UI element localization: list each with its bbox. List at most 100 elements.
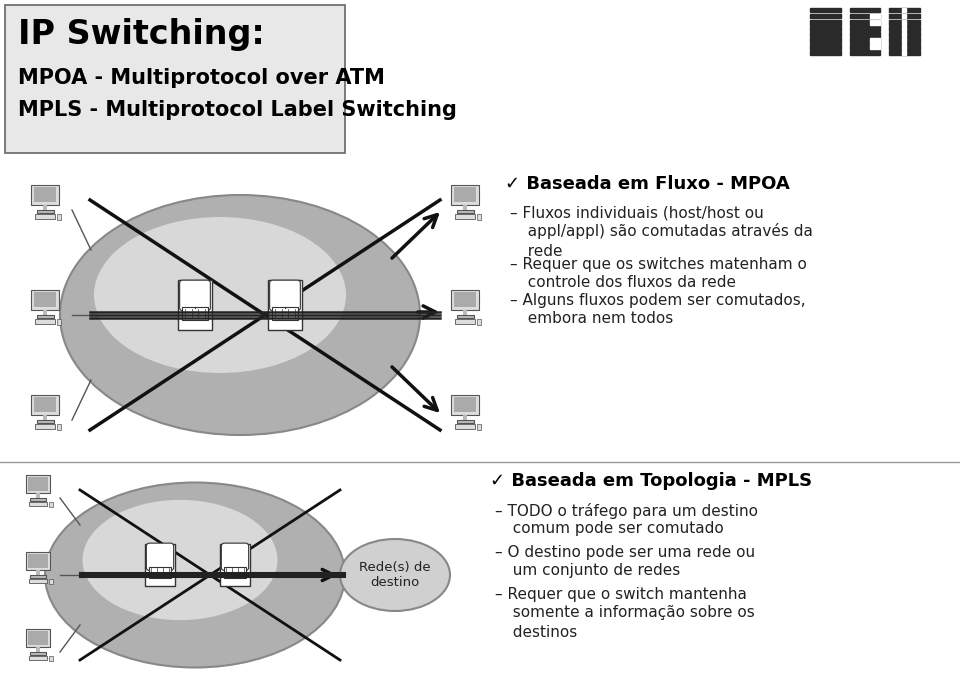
Bar: [34, 292, 56, 308]
Text: Rede(s) de
destino: Rede(s) de destino: [359, 561, 431, 589]
Bar: [889, 14, 920, 18]
Bar: [57, 319, 61, 325]
Bar: [30, 652, 46, 655]
Ellipse shape: [45, 482, 345, 668]
Bar: [224, 567, 247, 578]
Bar: [145, 544, 175, 587]
Bar: [49, 502, 53, 507]
Text: controle dos fluxos da rede: controle dos fluxos da rede: [518, 275, 736, 290]
Bar: [34, 397, 56, 413]
Bar: [30, 498, 46, 501]
Bar: [477, 319, 481, 325]
Text: ✓ Baseada em Fluxo - MPOA: ✓ Baseada em Fluxo - MPOA: [505, 175, 790, 193]
Bar: [451, 394, 479, 415]
Bar: [902, 44, 906, 48]
Bar: [889, 38, 920, 43]
Bar: [889, 20, 920, 25]
Bar: [477, 424, 481, 430]
Bar: [57, 424, 61, 430]
Text: IP Switching:: IP Switching:: [18, 18, 265, 51]
Bar: [454, 187, 476, 203]
Ellipse shape: [340, 539, 450, 611]
Bar: [36, 420, 54, 424]
Ellipse shape: [60, 195, 420, 435]
Text: MPOA - Multiprotocol over ATM: MPOA - Multiprotocol over ATM: [18, 68, 385, 88]
Bar: [464, 310, 467, 315]
Bar: [902, 50, 906, 55]
Bar: [36, 647, 39, 652]
Bar: [26, 629, 51, 647]
Bar: [850, 14, 880, 18]
Bar: [149, 567, 172, 578]
Bar: [36, 493, 39, 498]
Bar: [35, 214, 55, 218]
Bar: [850, 50, 880, 55]
Bar: [902, 38, 906, 43]
Bar: [455, 424, 475, 428]
Bar: [457, 210, 473, 213]
Bar: [451, 289, 479, 310]
Bar: [850, 38, 880, 43]
Bar: [902, 26, 906, 31]
Bar: [26, 475, 51, 493]
Bar: [454, 397, 476, 413]
Bar: [871, 14, 880, 18]
Text: embora nem todos: embora nem todos: [518, 311, 673, 326]
Bar: [220, 544, 250, 587]
Bar: [810, 50, 841, 55]
Bar: [850, 44, 880, 48]
Bar: [28, 554, 48, 568]
Bar: [268, 280, 302, 329]
Bar: [871, 44, 880, 48]
Text: MPLS - Multiprotocol Label Switching: MPLS - Multiprotocol Label Switching: [18, 100, 457, 120]
FancyBboxPatch shape: [146, 543, 174, 570]
Bar: [889, 32, 920, 37]
Bar: [889, 26, 920, 31]
Bar: [36, 210, 54, 213]
Bar: [32, 185, 59, 205]
Bar: [272, 307, 299, 321]
Bar: [477, 214, 481, 220]
Bar: [464, 415, 467, 420]
Bar: [26, 552, 51, 570]
Bar: [454, 292, 476, 308]
Bar: [455, 214, 475, 218]
Bar: [810, 32, 841, 37]
Bar: [464, 205, 467, 210]
Bar: [28, 477, 48, 491]
Bar: [35, 319, 55, 323]
Bar: [850, 32, 880, 37]
Ellipse shape: [83, 500, 277, 620]
Text: appl/appl) são comutadas através da
  rede: appl/appl) são comutadas através da rede: [518, 223, 813, 258]
Bar: [902, 32, 906, 37]
Bar: [871, 20, 880, 25]
Text: – Requer que o switch mantenha: – Requer que o switch mantenha: [495, 587, 747, 602]
Text: ✓ Baseada em Topologia - MPLS: ✓ Baseada em Topologia - MPLS: [490, 472, 812, 490]
FancyBboxPatch shape: [270, 280, 300, 311]
FancyBboxPatch shape: [5, 5, 345, 153]
Bar: [457, 315, 473, 318]
Bar: [889, 8, 920, 12]
Bar: [32, 394, 59, 415]
Bar: [902, 14, 906, 18]
Bar: [43, 310, 47, 315]
Bar: [32, 289, 59, 310]
Text: – Fluxos individuais (host/host ou: – Fluxos individuais (host/host ou: [510, 205, 764, 220]
Text: – TODO o tráfego para um destino: – TODO o tráfego para um destino: [495, 503, 758, 519]
Bar: [810, 38, 841, 43]
Bar: [181, 307, 208, 321]
Text: – O destino pode ser uma rede ou: – O destino pode ser uma rede ou: [495, 545, 756, 560]
Ellipse shape: [94, 217, 346, 373]
Bar: [34, 187, 56, 203]
Bar: [29, 502, 47, 506]
Bar: [810, 26, 841, 31]
Text: – Alguns fluxos podem ser comutados,: – Alguns fluxos podem ser comutados,: [510, 293, 805, 308]
Bar: [29, 656, 47, 659]
Text: um conjunto de redes: um conjunto de redes: [503, 563, 681, 578]
Bar: [850, 20, 880, 25]
Bar: [178, 280, 212, 329]
Bar: [28, 631, 48, 645]
Bar: [889, 44, 920, 48]
Bar: [455, 319, 475, 323]
FancyBboxPatch shape: [180, 280, 210, 311]
